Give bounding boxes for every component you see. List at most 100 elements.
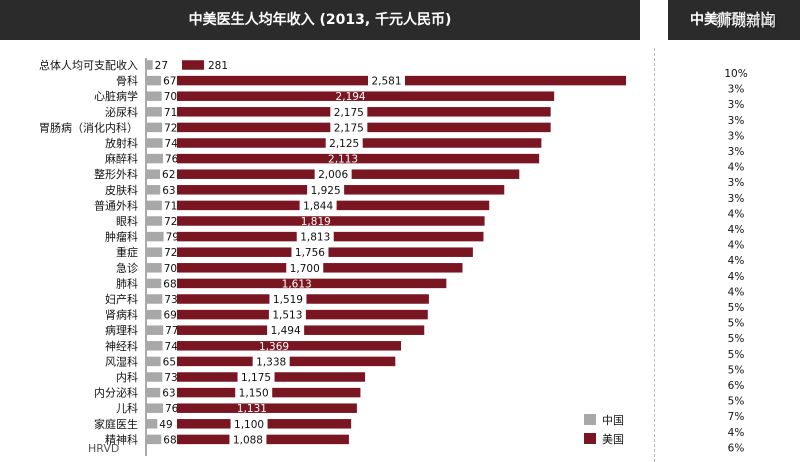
ratio-title-bar: 中美薪酬对比 [668, 0, 800, 40]
value-label-china: 79 [166, 232, 179, 244]
bar-china [147, 122, 163, 133]
ratio-label: 5% [728, 396, 745, 408]
ratio-label: 3% [728, 84, 745, 96]
chart-row: 妇产科 73 1,519 5% [105, 292, 744, 314]
value-label-us: 1,150 [239, 388, 269, 400]
value-label-background [230, 418, 268, 430]
chart-row: 皮肤科 63 1,925 3% [105, 183, 744, 205]
chart-rows: 总体人均可支配收入 27 281 10% 骨科 67 2,581 3% 心脏病学 70 2,194 3… [39, 58, 748, 454]
ratio-label: 5% [728, 333, 745, 345]
category-label: 重症 [116, 245, 138, 259]
bar-us [177, 341, 402, 351]
bar-china [147, 138, 163, 148]
value-label-us: 1,813 [300, 232, 330, 244]
category-label: 内分泌科 [94, 386, 138, 400]
category-label: 神经科 [105, 339, 138, 353]
ratio-label: 5% [728, 302, 745, 314]
legend-label-china: 中国 [602, 414, 624, 427]
value-label-china: 70 [164, 91, 177, 103]
value-label-background [229, 434, 267, 445]
value-label-us: 1,369 [259, 341, 289, 353]
legend-swatch-us [584, 433, 596, 444]
category-label: 骨科 [116, 74, 138, 88]
value-label-background [296, 231, 334, 242]
value-label-china: 74 [165, 341, 179, 353]
chart-title-bar: 中美医生人均年收入 (2013, 千元人民币) [0, 0, 640, 40]
value-label-china: 77 [165, 325, 178, 337]
category-label: 胃肠病（消化内科） [39, 120, 138, 134]
bar-china [147, 309, 162, 320]
bar-china [147, 247, 163, 257]
category-label: 普通外科 [94, 198, 138, 212]
chart-title: 中美医生人均年收入 (2013, 千元人民币) [188, 12, 452, 28]
value-label-us: 1,494 [271, 325, 301, 337]
value-label-background [291, 246, 329, 258]
corner-mark: HRVD [88, 442, 120, 455]
ratio-label: 3% [728, 193, 745, 205]
value-label-china: 71 [164, 200, 177, 212]
chart-row: 泌尿科 71 2,175 3% [105, 105, 744, 127]
value-label-background [325, 137, 363, 149]
bar-us [177, 216, 485, 226]
category-label: 整形外科 [94, 167, 138, 181]
ratio-label: 4% [728, 224, 745, 236]
category-label: 麻醉科 [105, 152, 138, 166]
category-label: 肾病科 [105, 308, 138, 322]
chart-row: 胃肠病（消化内科） 72 2,175 3% [39, 120, 744, 142]
value-label-background [267, 324, 305, 336]
value-label-china: 73 [164, 372, 177, 384]
ratio-label: 10% [724, 68, 747, 80]
bar-china [147, 419, 158, 429]
chart-row: 急诊 70 1,700 4% [116, 261, 744, 283]
bar-china [147, 387, 161, 398]
value-label-china: 73 [164, 294, 177, 306]
bar-china [147, 216, 163, 226]
value-label-us: 281 [208, 60, 228, 72]
category-label: 家庭医生 [94, 417, 138, 431]
bar-china [147, 263, 162, 273]
category-label: 急诊 [116, 261, 138, 275]
value-label-us: 1,513 [272, 310, 302, 322]
category-label: 总体人均可支配收入 [39, 58, 138, 72]
value-label-background [330, 122, 368, 133]
value-label-china: 71 [164, 107, 177, 119]
value-label-china: 63 [162, 388, 175, 400]
value-label-china: 27 [155, 60, 168, 72]
chart-row: 神经科 74 1,369 5% [105, 339, 744, 361]
value-label-us: 2,175 [334, 122, 364, 134]
value-label-background [268, 309, 306, 320]
chart-row: 重症 72 1,756 4% [116, 245, 744, 267]
value-label-us: 1,756 [295, 247, 325, 259]
category-label: 肿瘤科 [105, 230, 138, 244]
column-divider [654, 48, 655, 462]
value-label-us: 2,113 [328, 154, 358, 166]
value-label-background [307, 184, 345, 196]
bar-china [147, 75, 162, 86]
value-label-china: 72 [164, 247, 177, 259]
bar-china [147, 169, 161, 179]
bar-china [147, 325, 164, 335]
ratio-label: 5% [728, 349, 745, 361]
category-label: 病理科 [105, 323, 138, 337]
legend-label-us: 美国 [602, 433, 624, 446]
ratio-label: 3% [728, 99, 745, 111]
ratio-label: 6% [728, 380, 745, 392]
ratio-label: 3% [728, 115, 745, 127]
value-label-us: 1,338 [256, 356, 286, 368]
bar-us [177, 278, 447, 289]
category-label: 风湿科 [105, 354, 138, 368]
value-label-china: 68 [163, 434, 176, 446]
value-label-china: 49 [159, 419, 172, 431]
bar-china [147, 278, 162, 289]
chart-row: 总体人均可支配收入 27 281 10% [39, 58, 748, 80]
chart-row: 风湿科 65 1,338 5% [105, 354, 744, 376]
chart-row: 眼科 72 1,819 4% [116, 214, 744, 236]
category-label: 肺科 [116, 276, 138, 290]
bar-us [177, 403, 357, 413]
chart-row: 骨科 67 2,581 3% [116, 74, 744, 96]
value-label-us: 2,581 [371, 76, 401, 88]
bar-us [182, 60, 204, 70]
bar-china [147, 185, 161, 195]
category-label: 眼科 [116, 214, 138, 228]
